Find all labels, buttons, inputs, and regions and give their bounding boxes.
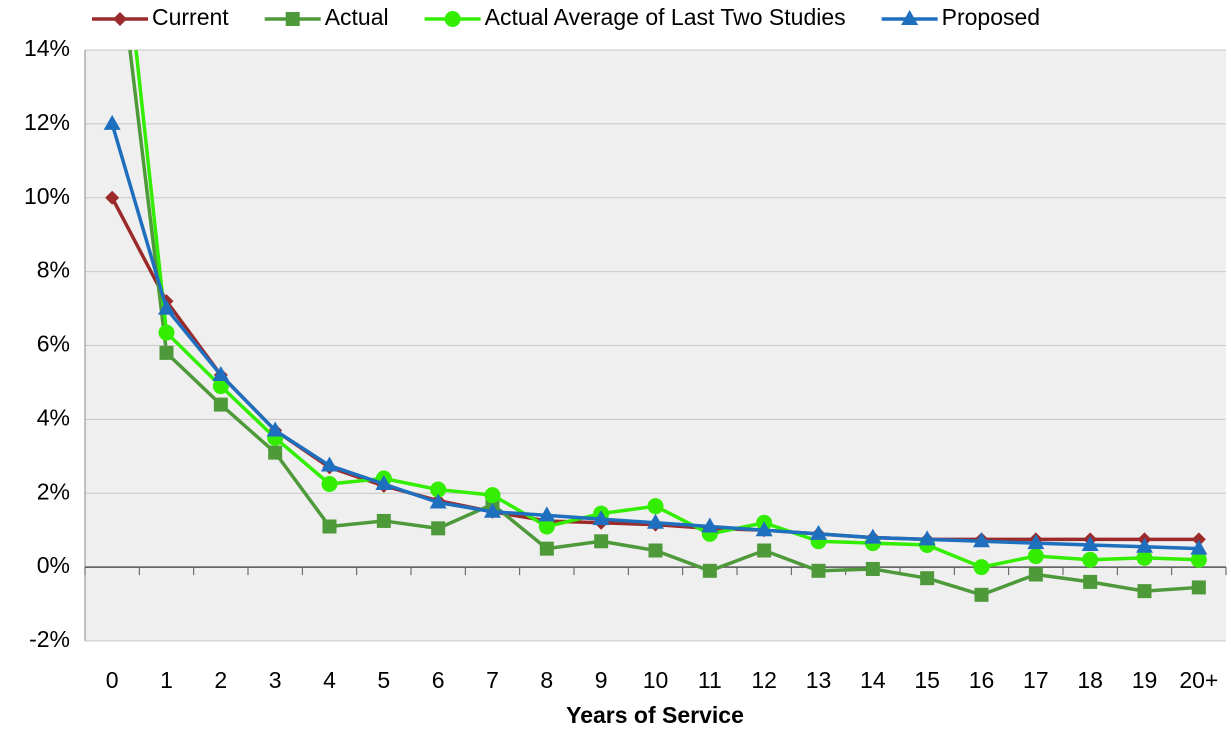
legend-marker	[444, 11, 461, 27]
point	[430, 481, 447, 498]
point	[375, 475, 393, 491]
y-tick-label: 14%	[24, 35, 70, 61]
point	[647, 498, 664, 515]
point	[865, 561, 880, 576]
point	[592, 510, 610, 526]
point	[701, 517, 719, 533]
point	[1191, 532, 1206, 547]
point	[757, 543, 772, 558]
y-tick-label: 6%	[37, 331, 70, 357]
y-tick-label: 8%	[37, 257, 70, 283]
point	[321, 456, 338, 472]
x-tick-label: 12	[751, 667, 777, 693]
x-tick-label: 9	[595, 667, 608, 693]
point	[538, 506, 556, 522]
x-tick-label: 7	[486, 667, 499, 693]
x-tick-label: 15	[914, 667, 940, 693]
point	[1082, 551, 1099, 568]
y-tick-label: -2%	[29, 626, 70, 652]
point	[1081, 535, 1099, 551]
point	[212, 366, 230, 382]
point	[864, 528, 882, 544]
point	[212, 378, 229, 395]
plot-series	[103, 50, 1208, 602]
point	[484, 502, 501, 518]
y-tick-label: 2%	[37, 478, 70, 504]
legend-marker	[113, 12, 127, 26]
point	[266, 421, 284, 437]
point	[918, 530, 936, 546]
x-tick-label: 1	[160, 667, 173, 693]
point	[973, 532, 990, 548]
point	[810, 524, 827, 540]
legend-marker	[285, 12, 300, 26]
x-tick-label: 6	[432, 667, 445, 693]
point	[105, 190, 120, 205]
point	[158, 299, 175, 315]
y-tick-label: 0%	[37, 552, 70, 578]
point	[322, 519, 337, 534]
point	[1136, 549, 1153, 566]
x-tick-label: 19	[1132, 667, 1158, 693]
point	[1137, 584, 1152, 599]
point	[103, 114, 121, 130]
legend-marker	[901, 10, 919, 25]
point	[539, 541, 554, 556]
x-tick-label: 5	[377, 667, 390, 693]
legend-label: Proposed	[942, 4, 1040, 30]
point	[973, 559, 990, 576]
x-tick-label: 4	[323, 667, 336, 693]
point	[1083, 574, 1098, 589]
legend-label: Actual	[325, 4, 389, 30]
point	[268, 445, 283, 460]
point	[431, 521, 446, 536]
x-axis-title: Years of Service	[566, 702, 744, 728]
point	[1028, 567, 1043, 582]
legend-label: Actual Average of Last Two Studies	[485, 4, 846, 30]
point	[594, 534, 609, 549]
x-tick-label: 20+	[1179, 667, 1218, 693]
x-tick-label: 14	[860, 667, 886, 693]
point	[1190, 539, 1208, 555]
point	[1191, 580, 1206, 595]
point	[1027, 534, 1045, 550]
y-tick-label: 4%	[37, 404, 70, 430]
point	[1190, 551, 1207, 568]
point	[376, 513, 391, 528]
point	[159, 345, 174, 360]
x-tick-label: 10	[643, 667, 669, 693]
x-tick-label: 16	[969, 667, 995, 693]
point	[213, 397, 228, 412]
point	[648, 543, 663, 558]
legend-label: Current	[152, 4, 229, 30]
x-tick-label: 3	[269, 667, 282, 693]
point	[647, 513, 664, 529]
point	[484, 487, 501, 504]
point	[755, 521, 773, 537]
x-tick-label: 11	[698, 667, 722, 693]
x-tick-label: 8	[540, 667, 553, 693]
x-tick-label: 18	[1077, 667, 1103, 693]
point	[538, 518, 555, 535]
point	[321, 476, 338, 493]
x-tick-label: 17	[1023, 667, 1049, 693]
x-tick-label: 2	[214, 667, 227, 693]
x-tick-label: 13	[806, 667, 832, 693]
point	[158, 324, 175, 341]
point	[1136, 537, 1153, 553]
point	[429, 493, 447, 509]
y-tick-label: 12%	[24, 109, 70, 135]
point	[702, 563, 717, 578]
point	[811, 563, 826, 578]
point	[920, 571, 935, 586]
y-tick-label: 10%	[24, 183, 70, 209]
point	[1027, 548, 1044, 565]
point	[974, 587, 989, 602]
x-tick-label: 0	[106, 667, 119, 693]
